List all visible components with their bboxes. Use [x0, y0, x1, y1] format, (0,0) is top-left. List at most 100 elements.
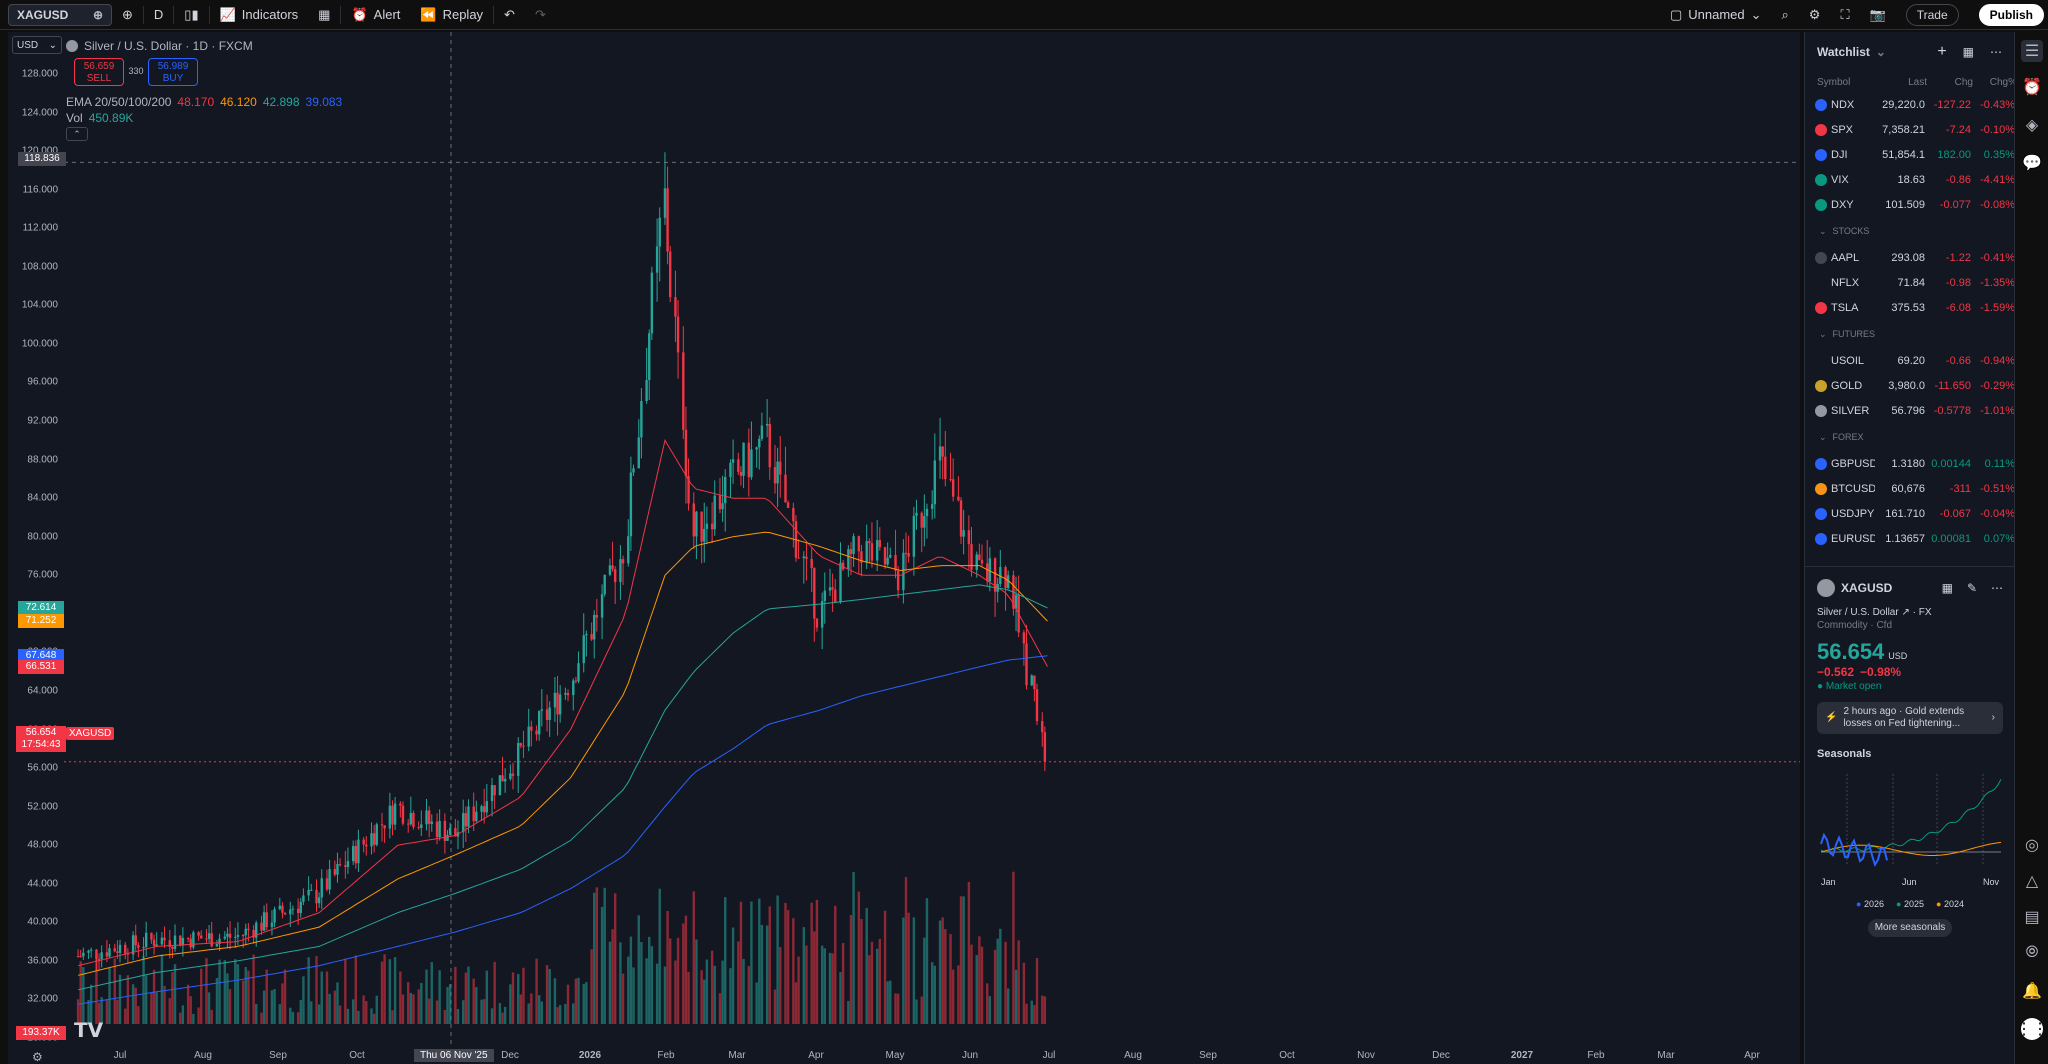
alerts-clock-icon[interactable]: ⏰: [2022, 79, 2042, 96]
chart-pane[interactable]: [8, 32, 1800, 1064]
trade-button[interactable]: Trade: [1905, 3, 1959, 26]
settings-button[interactable]: ⚙: [1799, 0, 1831, 30]
volume-bar: [252, 954, 255, 1024]
candle: [1006, 570, 1010, 590]
volume-bar: [118, 974, 122, 1024]
watchlist-row[interactable]: AAPL 293.08 -1.22 -0.41%: [1805, 245, 2014, 270]
add-symbol-button[interactable]: ⊕: [112, 0, 143, 30]
candle: [420, 810, 423, 836]
candle: [137, 942, 140, 958]
volume-bar: [186, 984, 190, 1024]
candle: [265, 903, 268, 931]
candle: [126, 948, 130, 964]
time-axis[interactable]: Jul Aug Sep Oct Dec 2026 Feb Mar Apr May Jun Jul Aug…: [64, 1044, 1800, 1064]
volume-bar: [370, 1008, 373, 1024]
undo-button[interactable]: ↶: [494, 0, 525, 30]
watchlist-row[interactable]: NDX 29,220.0 -127.22 -0.43%: [1805, 92, 2014, 117]
currency-select[interactable]: USD ⌄: [12, 36, 62, 54]
edit-icon[interactable]: ✎: [1966, 581, 1977, 595]
watchlist-row[interactable]: USDJPY 161.710 -0.067 -0.04%: [1805, 501, 2014, 526]
watchlist-row[interactable]: BTCUSD 60,676 -311 -0.51%: [1805, 476, 2014, 501]
grid-icon[interactable]: ▦: [1941, 581, 1953, 595]
indicators-button[interactable]: 📈 Indicators: [219, 6, 299, 23]
redo-button[interactable]: ↷: [525, 0, 556, 30]
fullscreen-button[interactable]: ⛶: [1830, 0, 1859, 30]
price-axis[interactable]: 128.000 124.000 120.000 116.000 112.000 108.0…: [8, 32, 64, 1044]
candle: [89, 947, 93, 958]
snapshot-button[interactable]: 📷: [1860, 0, 1896, 30]
layers-icon[interactable]: ◈: [2025, 117, 2039, 134]
volume-bar: [912, 917, 916, 1024]
interval-button[interactable]: D: [153, 7, 164, 22]
add-symbol-icon[interactable]: +: [1937, 43, 1947, 60]
watchlist-row[interactable]: SILVER 56.796 -0.5778 -1.01%: [1805, 398, 2014, 423]
broadcast-icon[interactable]: ⦾: [2025, 944, 2039, 961]
detail-name[interactable]: Silver / U.S. Dollar: [1817, 607, 1899, 618]
apps-icon[interactable]: ⋮⋮: [2016, 1018, 2048, 1040]
buy-button[interactable]: 56.989 BUY: [148, 58, 198, 86]
watchlist-row[interactable]: NFLX 71.84 -0.98 -1.35%: [1805, 270, 2014, 295]
price-chart[interactable]: [8, 32, 1800, 1044]
watchlist-row[interactable]: USOIL 69.20 -0.66 -0.94%: [1805, 348, 2014, 373]
volume-bar: [218, 959, 221, 1024]
news-item[interactable]: ⚡ 2 hours ago · Gold extends losses on F…: [1817, 702, 2003, 734]
symbol-logo-icon: [1815, 354, 1827, 367]
candle: [281, 902, 284, 919]
candle: [435, 813, 439, 845]
watchlist-row[interactable]: DXY 101.509 -0.077 -0.08%: [1805, 192, 2014, 217]
replay-button[interactable]: ⏪ Replay: [420, 6, 484, 23]
alert-button[interactable]: ⏰ Alert: [351, 6, 401, 23]
bell-icon[interactable]: 🔔: [2022, 983, 2042, 1000]
candle: [600, 584, 604, 640]
target-icon[interactable]: ◎: [2025, 837, 2039, 854]
row-symbol: DJI: [1831, 148, 1848, 161]
symbol-logo-icon: [1815, 507, 1827, 520]
volume-bar: [490, 1008, 494, 1024]
watchlist-row[interactable]: TSLA 375.53 -6.08 -1.59%: [1805, 295, 2014, 320]
ideas-icon[interactable]: △: [2025, 873, 2039, 890]
templates-button[interactable]: ▦: [308, 0, 340, 30]
volume-bar: [281, 983, 284, 1024]
watchlist-title[interactable]: Watchlist: [1817, 45, 1870, 59]
chat-icon[interactable]: 💬: [2022, 155, 2042, 172]
symbol-search[interactable]: XAGUSD ⊕: [8, 3, 112, 26]
quick-search-button[interactable]: ⌕: [1772, 0, 1799, 30]
vol-legend[interactable]: Vol 450.89K: [66, 111, 134, 125]
ema-legend[interactable]: EMA 20/50/100/200 48.170 46.120 42.898 3…: [66, 95, 343, 109]
chart-type-button[interactable]: ▯▮: [174, 0, 208, 30]
candle: [621, 555, 625, 586]
calendar-icon[interactable]: ▤: [2024, 909, 2040, 926]
watchlist-row[interactable]: DJI 51,854.1 182.00 0.35%: [1805, 142, 2014, 167]
volume-bar: [852, 871, 855, 1024]
watchlist-row[interactable]: GOLD 3,980.0 -11.650 -0.29%: [1805, 373, 2014, 398]
watchlist-row[interactable]: EURUSD 1.13657 0.00081 0.07%: [1805, 526, 2014, 551]
chevron-down-icon[interactable]: ⌄: [1875, 45, 1886, 59]
candle: [949, 452, 952, 482]
detail-symbol[interactable]: XAGUSD: [1841, 581, 1893, 595]
sell-button[interactable]: 56.659 SELL: [74, 58, 124, 86]
more-seasonals-button[interactable]: More seasonals: [1868, 919, 1952, 937]
row-change-pct: -0.04%: [1980, 507, 2014, 520]
candle: [383, 825, 386, 843]
publish-button[interactable]: Publish: [1978, 3, 2044, 26]
rewind-icon: ⏪: [420, 6, 437, 22]
watchlist-row[interactable]: SPX 7,358.21 -7.24 -0.10%: [1805, 117, 2014, 142]
external-link-icon[interactable]: ↗: [1901, 607, 1910, 618]
more-icon[interactable]: ⋯: [1991, 581, 2003, 595]
volume-bar: [868, 955, 871, 1024]
add-compare-icon[interactable]: ⊕: [92, 7, 103, 22]
section-stocks[interactable]: ⌄ STOCKS: [1819, 225, 1870, 237]
collapse-legend-button[interactable]: ⌃: [66, 127, 88, 141]
candle: [951, 458, 955, 502]
section-forex[interactable]: ⌄ FOREX: [1819, 431, 1864, 443]
watchlist-row[interactable]: VIX 18.63 -0.86 -4.41%: [1805, 167, 2014, 192]
watchlist-row[interactable]: GBPUSD 1.3180 0.00144 0.11%: [1805, 451, 2014, 476]
advanced-view-icon[interactable]: ▦: [1962, 45, 1974, 59]
watchlist-icon[interactable]: ☰: [2021, 40, 2043, 62]
seasonals-chart[interactable]: [1817, 764, 2003, 874]
section-futures[interactable]: ⌄ FUTURES: [1819, 328, 1876, 340]
candle: [113, 943, 116, 953]
time-axis-settings-icon[interactable]: ⚙: [32, 1050, 43, 1064]
more-icon[interactable]: ⋯: [1990, 45, 2002, 59]
layout-menu[interactable]: ▢ Unnamed ⌄: [1669, 6, 1762, 23]
